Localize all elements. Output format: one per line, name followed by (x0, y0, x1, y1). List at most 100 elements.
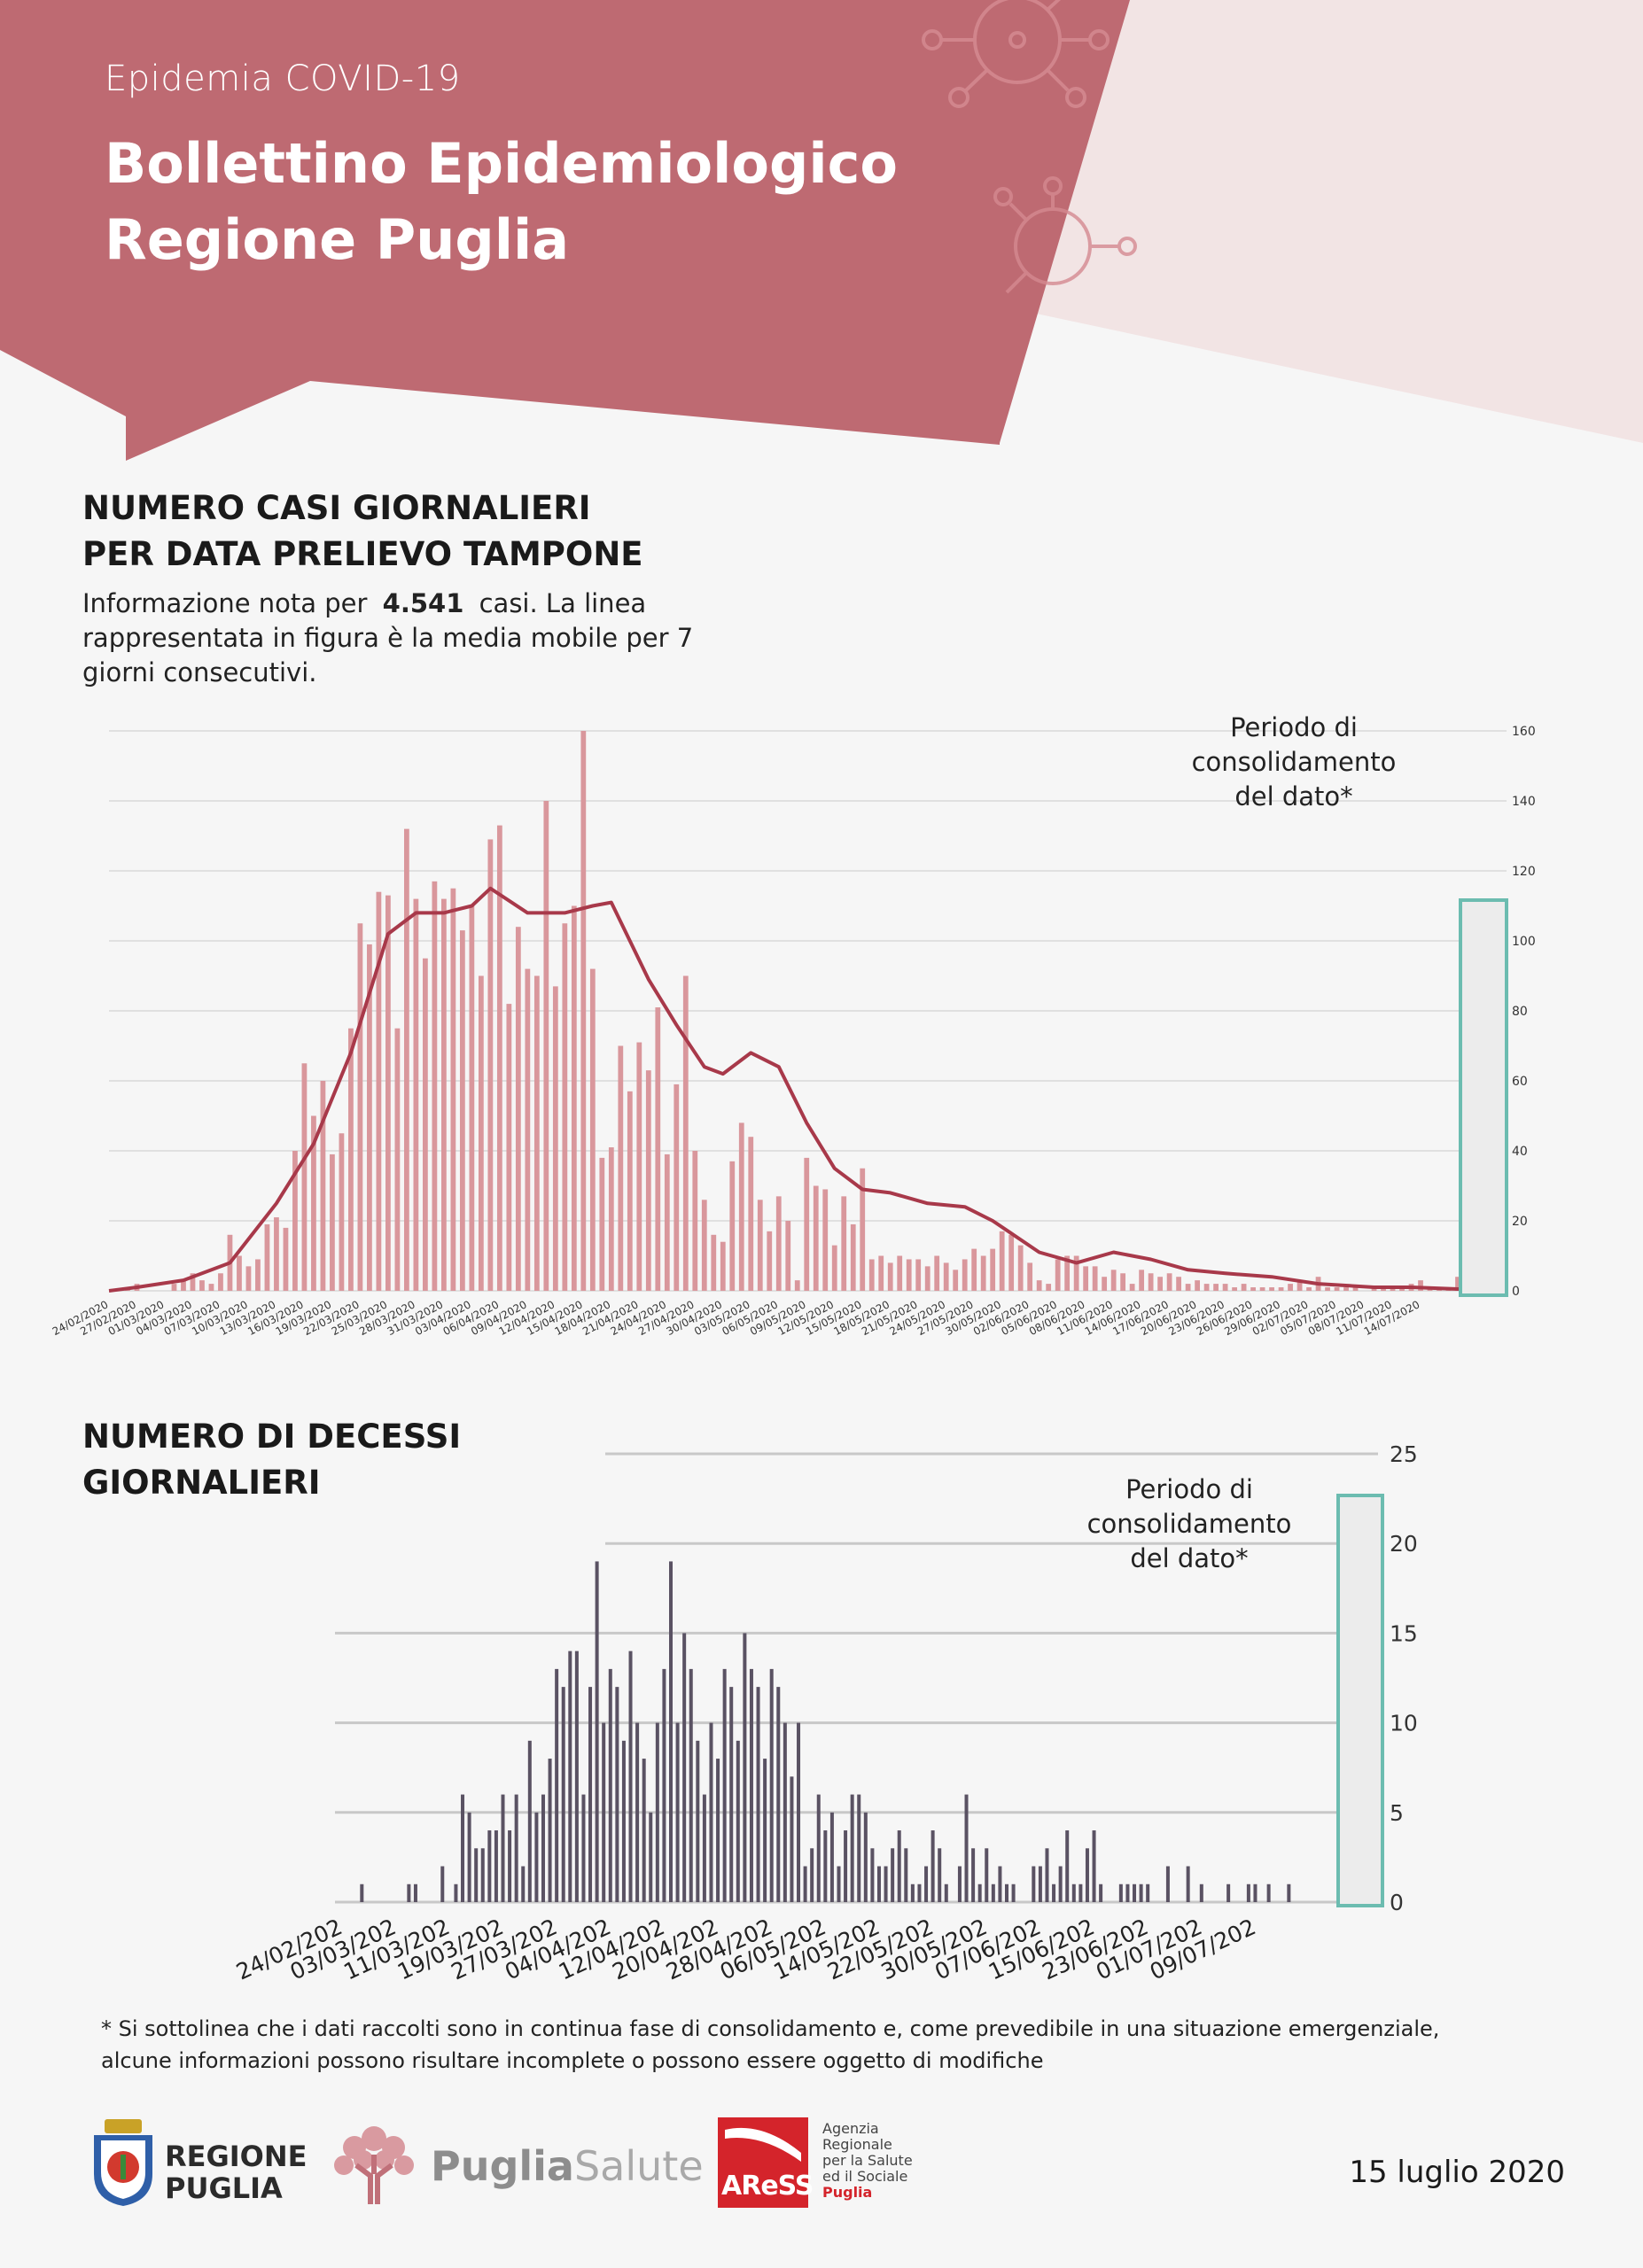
deaths-bar (541, 1794, 545, 1902)
deaths-bar (816, 1794, 821, 1902)
cases-bar (1399, 1287, 1405, 1291)
cases-bar (543, 801, 549, 1291)
deaths-bar (964, 1794, 969, 1902)
deaths-bar (675, 1722, 680, 1902)
deaths-bar (917, 1884, 922, 1902)
deaths-bar (474, 1848, 479, 1902)
cases-title-line1: NUMERO CASI GIORNALIERI (82, 489, 591, 527)
footnote: * Si sottolinea che i dati raccolti sono… (101, 2013, 1554, 2077)
cases-bar (1129, 1284, 1135, 1291)
cases-bar (367, 944, 372, 1291)
header-band (0, 0, 1130, 461)
puglia-salute-logo: PugliaSalute (431, 2142, 704, 2190)
deaths-bar (857, 1794, 861, 1902)
cases-bar (274, 1217, 279, 1291)
cases-consolidation-label: Periodo di consolidamento del dato* (1152, 711, 1436, 814)
deaths-bar (702, 1794, 706, 1902)
deaths-bar (1266, 1884, 1271, 1902)
cases-bar (953, 1270, 959, 1291)
cases-bar (906, 1259, 912, 1291)
cases-bar (1008, 1234, 1015, 1291)
cases-bar (357, 923, 363, 1291)
cases-bar (552, 986, 558, 1291)
deaths-bar (649, 1812, 653, 1902)
cases-bar (440, 898, 447, 1291)
deaths-bar (783, 1722, 787, 1902)
deaths-bar (360, 1884, 364, 1902)
cases-bar (645, 1070, 651, 1291)
deaths-title-line2: GIORNALIERI (82, 1464, 321, 1502)
regione-line1: REGIONE (165, 2140, 308, 2173)
cases-bar (1418, 1280, 1423, 1291)
cases-bar (701, 1200, 707, 1291)
cases-bar (1157, 1277, 1164, 1291)
cases-y-tick-label: 160 (1512, 725, 1536, 739)
deaths-bar (588, 1687, 593, 1902)
cases-bar (1017, 1245, 1024, 1291)
report-date: 15 luglio 2020 (1349, 2155, 1565, 2190)
deaths-bar (891, 1848, 895, 1902)
cases-bar (320, 1081, 326, 1291)
agency-line3: per la Salute (822, 2152, 913, 2169)
cases-bar (943, 1262, 949, 1291)
deaths-bar (971, 1848, 976, 1902)
deaths-bar (1199, 1884, 1203, 1902)
cases-bar (1296, 1280, 1303, 1291)
cases-bar (767, 1231, 773, 1291)
deaths-bar (1246, 1884, 1250, 1902)
page-title: Bollettino Epidemiologico Regione Puglia (105, 126, 898, 278)
deaths-bar (837, 1866, 841, 1902)
deaths-y-tick-label: 15 (1390, 1620, 1418, 1646)
cases-bar (589, 968, 596, 1291)
deaths-bar (696, 1740, 700, 1902)
cases-description: Informazione nota per 4.541 casi. La lin… (82, 586, 703, 690)
cases-bar (1278, 1287, 1284, 1291)
deaths-y-tick-label: 5 (1390, 1800, 1404, 1826)
cases-bar (571, 905, 577, 1291)
cases-bar (562, 923, 568, 1291)
deaths-bar (615, 1687, 619, 1902)
cases-moving-average-line (108, 886, 1505, 1293)
cases-bar (190, 1273, 196, 1291)
deaths-bar (494, 1830, 498, 1902)
cases-bar (599, 1157, 605, 1291)
deaths-bar (1011, 1884, 1016, 1902)
cases-bar (860, 1168, 866, 1291)
cases-bar (237, 1255, 242, 1291)
cases-bar (664, 1153, 670, 1291)
deaths-bar (568, 1651, 572, 1902)
cases-bar (394, 1028, 401, 1291)
deaths-bar (863, 1812, 868, 1902)
deaths-bar (480, 1848, 485, 1902)
deaths-bar (574, 1651, 579, 1902)
cases-bar (432, 881, 438, 1291)
cases-y-tick-label: 120 (1512, 865, 1536, 879)
cases-bar (804, 1157, 810, 1291)
aress-logo: AReSS (718, 2117, 814, 2208)
cases-bar (1325, 1287, 1330, 1291)
deaths-bar (440, 1866, 445, 1902)
deaths-bar (689, 1668, 693, 1902)
deaths-bar (454, 1884, 458, 1902)
regione-puglia-crest-icon (94, 2119, 152, 2206)
cases-bar (1166, 1273, 1172, 1291)
deaths-bar (931, 1830, 935, 1902)
cases-bar (469, 905, 475, 1291)
cases-bar (218, 1273, 223, 1291)
deaths-bar (1045, 1848, 1049, 1902)
cases-bar (971, 1248, 977, 1291)
cases-bar (459, 930, 465, 1291)
deaths-bar (621, 1740, 626, 1902)
deaths-bar (844, 1830, 848, 1902)
cases-bar (850, 1223, 856, 1291)
deaths-bar (904, 1848, 908, 1902)
deaths-bar (803, 1866, 807, 1902)
deaths-bar (608, 1668, 612, 1902)
cases-bar (1139, 1270, 1145, 1291)
deaths-bar (876, 1866, 881, 1902)
cases-bar (171, 1284, 177, 1291)
cases-bar (1306, 1287, 1312, 1291)
deaths-bar (555, 1668, 559, 1902)
cases-bar (748, 1137, 754, 1291)
puglia-word: Puglia (431, 2142, 574, 2190)
